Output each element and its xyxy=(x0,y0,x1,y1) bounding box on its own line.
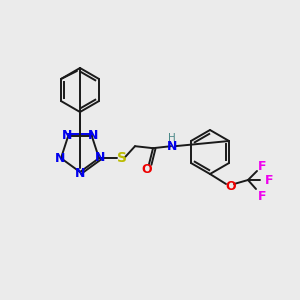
Text: N: N xyxy=(75,167,85,180)
Text: F: F xyxy=(258,190,266,202)
Text: O: O xyxy=(226,179,236,193)
Text: N: N xyxy=(62,129,72,142)
Text: O: O xyxy=(142,163,152,176)
Text: S: S xyxy=(117,151,127,165)
Text: N: N xyxy=(88,129,98,142)
Text: H: H xyxy=(168,133,176,143)
Text: F: F xyxy=(265,173,273,187)
Text: N: N xyxy=(55,152,65,165)
Text: N: N xyxy=(95,151,105,164)
Text: N: N xyxy=(167,140,177,153)
Text: F: F xyxy=(258,160,266,172)
